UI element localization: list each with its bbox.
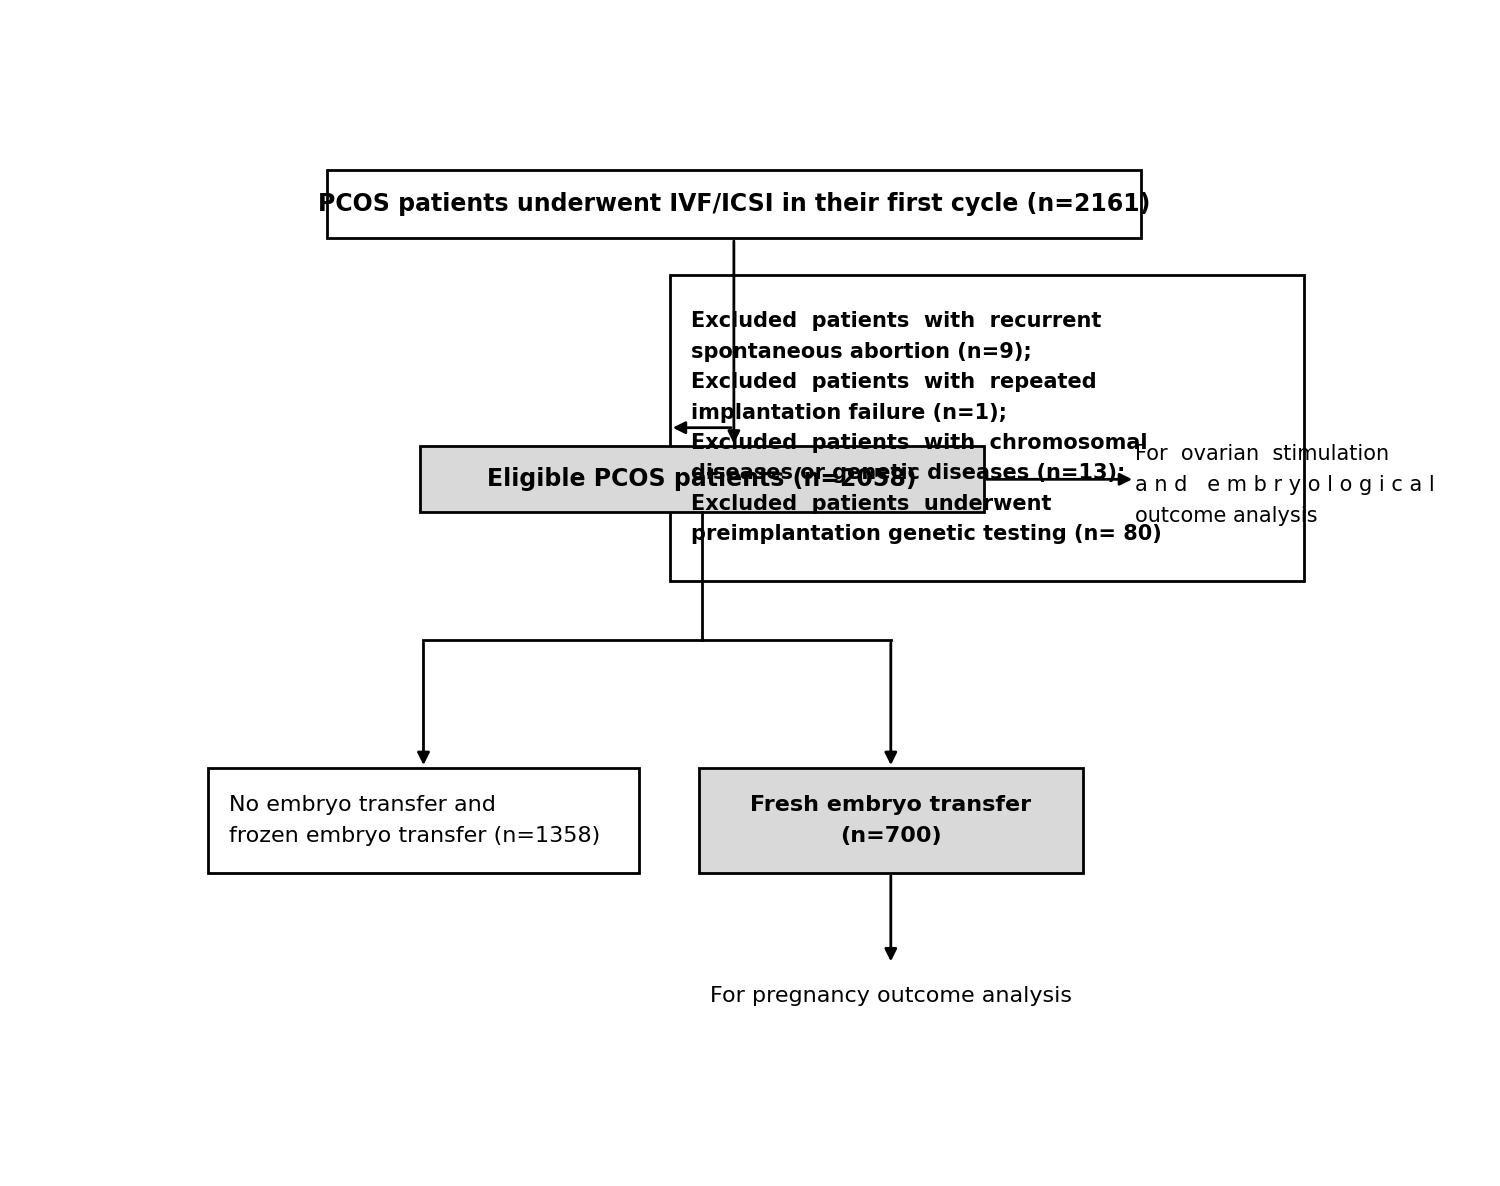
Text: Fresh embryo transfer
(n=700): Fresh embryo transfer (n=700): [750, 795, 1032, 846]
FancyBboxPatch shape: [699, 767, 1083, 873]
Text: For  ovarian  stimulation
a n d   e m b r y o l o g i c a l
outcome analysis: For ovarian stimulation a n d e m b r y …: [1136, 444, 1434, 525]
Text: PCOS patients underwent IVF/ICSI in their first cycle (n=2161): PCOS patients underwent IVF/ICSI in thei…: [318, 192, 1150, 216]
FancyBboxPatch shape: [327, 170, 1140, 238]
Text: Eligible PCOS patients (n=2058): Eligible PCOS patients (n=2058): [488, 467, 916, 491]
FancyBboxPatch shape: [670, 275, 1304, 581]
Text: No embryo transfer and
frozen embryo transfer (n=1358): No embryo transfer and frozen embryo tra…: [230, 795, 600, 846]
Text: For pregnancy outcome analysis: For pregnancy outcome analysis: [710, 987, 1072, 1006]
Text: Excluded  patients  with  recurrent
spontaneous abortion (n=9);
Excluded  patien: Excluded patients with recurrent spontan…: [692, 311, 1161, 544]
FancyBboxPatch shape: [420, 446, 984, 512]
FancyBboxPatch shape: [209, 767, 639, 873]
